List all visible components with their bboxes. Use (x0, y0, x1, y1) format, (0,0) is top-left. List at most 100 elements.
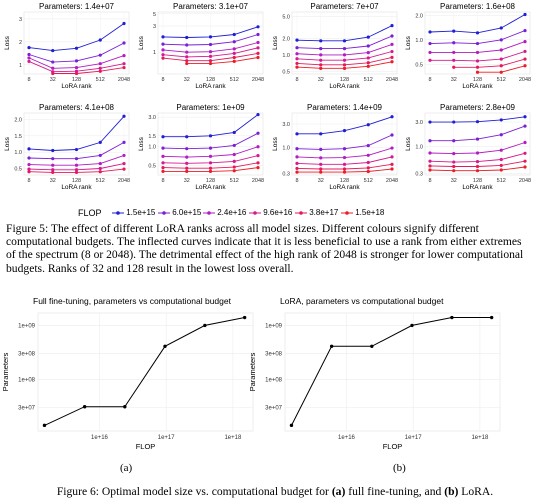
data-point (98, 69, 102, 73)
data-point (51, 148, 55, 153)
data-point (366, 56, 370, 60)
y-tick-label: 0.5 (282, 69, 290, 75)
x-tick-label: 512 (230, 77, 239, 83)
figure6-caption: Figure 6: Optimal model size vs. computa… (56, 485, 494, 498)
data-point (185, 61, 189, 66)
x-axis-label: LoRA rank (329, 184, 360, 191)
lora-panel: Parameters: 7e+07 0.5 1.0 2.0 5.0 8 32 128 512 20… (272, 2, 398, 90)
y-axis-label: Loss (405, 136, 412, 150)
data-point (452, 169, 456, 173)
data-point (475, 137, 480, 141)
data-point (232, 55, 236, 60)
data-point (295, 65, 299, 69)
y-tick-label: 3.0 (415, 120, 423, 126)
data-point (523, 140, 527, 145)
lora-panel: Parameters: 1e+09 0.5 1.0 1.5 3.0 8 32 128 512 20… (138, 103, 264, 191)
data-point (452, 139, 456, 143)
data-point (366, 169, 370, 174)
data-point (475, 120, 480, 124)
data-point (98, 66, 102, 70)
data-point (161, 48, 165, 52)
data-point (452, 65, 456, 69)
data-point (98, 153, 102, 158)
data-point (428, 159, 432, 163)
data-point (342, 39, 347, 43)
data-point (51, 60, 55, 64)
x-tick-label: 1e+18 (224, 435, 242, 441)
legend-label: 1.5e+18 (355, 208, 385, 217)
data-point (295, 132, 299, 136)
x-axis-label: LoRA rank (462, 83, 493, 90)
data-point (232, 169, 236, 173)
data-point (232, 59, 236, 63)
panel-title: Parameters: 1.6e+08 (440, 2, 515, 11)
series-line (52, 67, 125, 74)
y-tick-label: 3e+07 (18, 406, 36, 412)
data-point (390, 60, 394, 64)
lora-panel: Parameters: 3.1e+07 1 3 5 8 32 128 512 2048 LoRA … (138, 2, 264, 90)
data-point (208, 50, 213, 54)
x-tick-label: 128 (473, 77, 482, 83)
data-point (161, 161, 165, 165)
data-point (185, 169, 189, 174)
x-tick-label: 8 (428, 77, 431, 83)
y-tick-label: 3e+08 (18, 352, 36, 358)
y-tick-label: 3 (153, 24, 156, 30)
data-point (428, 151, 432, 155)
data-point (74, 71, 79, 76)
y-tick-label: 1.0 (148, 145, 156, 151)
x-tick-label: 8 (428, 178, 431, 184)
data-point (232, 143, 236, 148)
legend-title: FLOP (78, 208, 102, 218)
y-tick-label: 1.0 (14, 150, 22, 156)
data-point (185, 135, 189, 139)
series-line (44, 317, 245, 426)
y-tick-label: 1.5 (148, 134, 156, 140)
data-point (319, 47, 323, 51)
lora-panel: Parameters: 1.6e+08 0.5 1.0 2.0 8 32 128 512 204… (405, 2, 531, 90)
y-axis-label: Parameters (1, 352, 10, 391)
panel-title: Parameters: 1.4e+09 (307, 103, 382, 112)
data-point (74, 163, 79, 167)
data-point (256, 51, 260, 55)
series-line (453, 58, 526, 68)
y-tick-label: 2.0 (282, 36, 290, 42)
data-point (452, 29, 456, 33)
data-point (208, 35, 213, 39)
data-point (122, 140, 126, 144)
x-tick-label: 2048 (519, 77, 531, 83)
x-tick-label: 8 (295, 77, 298, 83)
legend-item: 9.6e+16 (249, 208, 292, 217)
data-point (475, 151, 480, 155)
data-point (523, 151, 527, 155)
data-point (122, 21, 126, 26)
data-point (499, 38, 503, 42)
data-point (295, 38, 299, 42)
data-point (523, 159, 527, 163)
series-line (291, 317, 492, 426)
x-tick-label: 32 (318, 178, 324, 184)
data-point (475, 70, 480, 74)
data-point (366, 166, 370, 170)
y-axis-label: Loss (4, 35, 11, 49)
y-tick-label: 2 (19, 40, 22, 46)
data-point (122, 167, 126, 171)
legend-label: 2.4e+16 (217, 208, 247, 217)
x-tick-label: 512 (364, 178, 373, 184)
data-point (51, 157, 55, 161)
legend-item: 1.5e+15 (112, 208, 155, 217)
lora-panel: Parameters: 1.4e+09 0.3 1.0 3.0 8 32 128 512 204… (272, 103, 398, 191)
y-tick-label: 3 (19, 17, 22, 23)
x-tick-label: 8 (161, 178, 164, 184)
figure5-caption: Figure 5: The effect of different LoRA r… (6, 222, 524, 275)
data-point (452, 152, 456, 156)
x-axis-label: LoRA rank (61, 184, 92, 191)
y-tick-label: 3e+07 (265, 406, 283, 412)
data-point (161, 35, 165, 39)
x-tick-label: 2048 (519, 178, 531, 184)
x-tick-label: 512 (497, 178, 506, 184)
data-point (208, 166, 213, 170)
data-point (366, 153, 370, 157)
data-point (74, 46, 79, 50)
data-point (499, 157, 503, 162)
